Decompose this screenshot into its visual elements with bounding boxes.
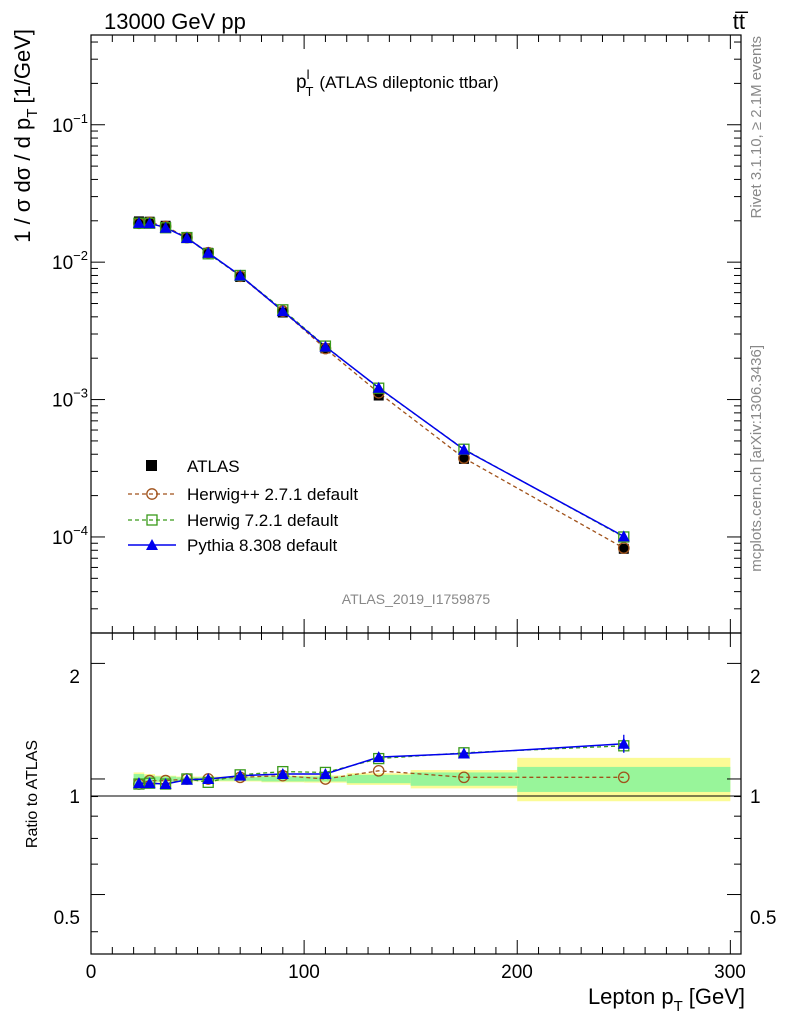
pythia-point [276, 305, 289, 317]
ylabel-main: 1 / σ dσ / d p [10, 118, 35, 243]
ratio-ylabel: Ratio to ATLAS [24, 740, 41, 848]
pythia-point [234, 269, 247, 281]
pythia-point [132, 216, 145, 228]
data-point [373, 390, 384, 401]
main-ytick-exponent: −2 [73, 248, 88, 263]
xtick-0: 0 [86, 962, 97, 983]
data-point [618, 543, 629, 554]
pythia-ratio-point [617, 737, 630, 749]
energy-label: 13000 GeV pp [104, 9, 246, 34]
ratio-band-inner [346, 774, 411, 784]
ratio-ytick-05-right: 0.5 [750, 908, 776, 929]
x-axis-label: Lepton pT [GeV] [588, 984, 745, 1015]
xlabel-sub: T [674, 998, 683, 1015]
pythia-point [143, 217, 156, 229]
pythia-point [159, 221, 172, 233]
herwigpp-ratio-point [372, 764, 385, 777]
herwigpp-point [617, 542, 630, 554]
data-point [458, 453, 469, 464]
legend-label-herwigpp: Herwig++ 2.7.1 default [187, 485, 358, 504]
xlabel-main: Lepton p [588, 984, 674, 1009]
title-p: p [296, 72, 307, 93]
ylabel-sub: T [24, 109, 41, 118]
pythia-ratio-point [202, 772, 215, 784]
herwigpp-ratio-point [617, 771, 630, 784]
ratio-ytick-2-left: 2 [69, 667, 80, 688]
pythia-ratio-point [132, 777, 145, 789]
main-ytick-base: 10 [52, 253, 73, 274]
xlabel-unit: [GeV] [689, 984, 745, 1009]
ratio-plot-frame [90, 632, 742, 955]
ratio-series [132, 734, 630, 790]
xtick-100: 100 [288, 962, 320, 983]
title-sup: l [307, 67, 310, 82]
legend-marker-pythia [146, 539, 158, 550]
main-ytick-base: 10 [52, 116, 73, 137]
ratio-band-inner [410, 772, 518, 786]
pythia-point [617, 530, 630, 542]
main-ytick-labels: 10−110−210−310−4 [52, 111, 88, 549]
ratio-plot-ticks [90, 633, 741, 954]
legend-marker-data [146, 460, 157, 471]
ratio-uncertainty-bands [133, 757, 731, 802]
legend-marker-herwig7 [146, 514, 158, 526]
pythia-ratio-point [457, 747, 470, 759]
pythia-ratio-point [276, 768, 289, 780]
pythia-ratio-point [372, 751, 385, 763]
main-ytick-label: 10−3 [52, 386, 88, 412]
main-ytick-label: 10−2 [52, 248, 88, 274]
pythia-point [457, 443, 470, 455]
ratio-band-inner [517, 766, 731, 792]
main-plot-ticks [90, 35, 741, 634]
mcplots-label: mcplots.cern.ch [arXiv:1306.3436] [748, 345, 765, 572]
main-ytick-label: 10−1 [52, 111, 88, 137]
pythia-ratio-point [319, 768, 332, 780]
analysis-id: ATLAS_2019_I1759875 [342, 591, 491, 607]
main-ylabel: 1 / σ dσ / d pT [1/GeV] [10, 29, 41, 243]
xtick-300: 300 [714, 962, 746, 983]
main-ytick-exponent: −3 [73, 386, 88, 401]
ratio-ytick-05-left: 0.5 [54, 908, 80, 929]
legend-label-data: ATLAS [187, 457, 240, 476]
legend-label-herwig7: Herwig 7.2.1 default [187, 511, 338, 530]
xtick-200: 200 [501, 962, 533, 983]
pythia-ratio-point [180, 773, 193, 785]
ratio-ytick-2-right: 2 [750, 667, 761, 688]
process-label: tt̅ [733, 9, 749, 34]
main-ytick-base: 10 [52, 391, 73, 412]
ratio-plot: Ratio to ATLAS 2 1 0.5 2 1 0.5 [24, 632, 776, 955]
ratio-ytick-1-left: 1 [69, 787, 80, 808]
rivet-label: Rivet 3.1.10, ≥ 2.1M events [748, 36, 765, 219]
pythia-ratio-point [234, 769, 247, 781]
ylabel-unit: [1/GeV] [10, 29, 35, 104]
legend-label-pythia: Pythia 8.308 default [187, 536, 338, 555]
herwigpp-ratio-point [458, 771, 470, 784]
main-series [132, 216, 630, 554]
pythia-point [202, 246, 215, 258]
ratio-ytick-1-right: 1 [750, 787, 761, 808]
pythia-point [372, 381, 385, 393]
main-ytick-base: 10 [52, 528, 73, 549]
title-rest: (ATLAS dileptonic ttbar) [319, 73, 498, 92]
pythia-point [319, 340, 332, 352]
main-ytick-exponent: −1 [73, 111, 88, 126]
main-ytick-label: 10−4 [52, 523, 88, 549]
title-sub: T [305, 84, 313, 99]
legend: ATLAS Herwig++ 2.7.1 default Herwig 7.2.… [128, 457, 358, 555]
legend-marker-herwigpp [146, 488, 158, 500]
pythia-point [180, 231, 193, 243]
main-ytick-exponent: −4 [73, 523, 88, 538]
plot-title: pl T (ATLAS dileptonic ttbar) [296, 67, 499, 99]
pythia-ratio-point [159, 778, 172, 790]
main-plot: pl T (ATLAS dileptonic ttbar) 1 / σ dσ / d… [10, 29, 742, 634]
pythia-ratio-point [143, 777, 156, 789]
